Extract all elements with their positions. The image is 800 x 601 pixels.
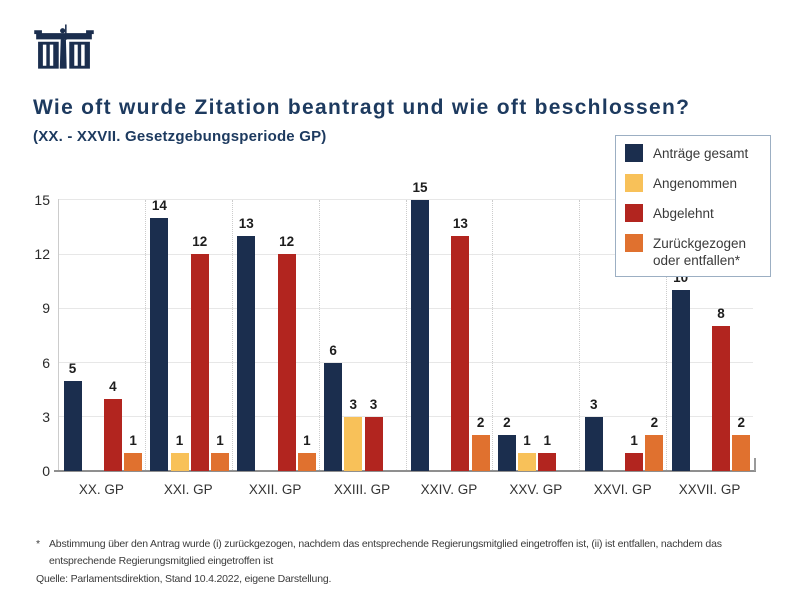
bar-value-label: 1: [630, 432, 638, 448]
x-axis-category-label: XXVII. GP: [678, 482, 741, 497]
bar-value-label: 5: [68, 360, 77, 376]
legend-label: Abgelehnt: [653, 205, 714, 221]
bar-navy: [497, 434, 516, 471]
bar-value-label: 6: [329, 342, 337, 358]
bar-red: [625, 452, 644, 471]
x-axis-category-label: XXIV. GP: [420, 482, 478, 497]
y-axis-label: 3: [42, 408, 50, 425]
group-separator-line: [492, 199, 494, 470]
bar-navy: [411, 199, 429, 471]
bar-value-label: 2: [650, 414, 659, 430]
group-separator-line: [144, 199, 146, 470]
legend-swatch-yellow-icon: [625, 174, 643, 192]
bar-red: [364, 416, 383, 471]
x-axis-category-label: XXII. GP: [248, 482, 302, 497]
legend-swatch-red-icon: [625, 204, 643, 222]
y-axis-label: 12: [34, 246, 50, 263]
bar-orange: [732, 434, 751, 471]
bar-value-label: 13: [238, 216, 254, 232]
legend-item-antraege-gesamt: Anträge gesamt: [625, 144, 762, 162]
bar-value-label: 4: [109, 378, 117, 394]
parliament-logo-icon: [34, 24, 94, 69]
legend-label: Anträge gesamt: [653, 145, 749, 161]
bar-yellow: [344, 416, 363, 471]
bar-value-label: 12: [279, 234, 295, 250]
bar-value-label: 2: [503, 414, 511, 430]
group-separator-line: [231, 199, 233, 470]
legend-label: Zurückgezogen oder entfallen*: [653, 235, 747, 268]
x-axis-category-label: XXIII. GP: [333, 482, 391, 497]
bar-value-label: 3: [349, 396, 358, 412]
bar-value-label: 14: [151, 198, 167, 214]
x-axis-category-label: XXVI. GP: [593, 482, 652, 497]
chart-subtitle: (XX. - XXVII. Gesetzgebungsperiode GP): [33, 128, 327, 145]
bar-navy: [150, 218, 169, 471]
y-axis-line: [58, 198, 59, 471]
bar-navy: [584, 416, 603, 471]
bar-yellow: [170, 452, 189, 471]
legend-swatch-orange-icon: [625, 234, 643, 252]
bar-value-label: 2: [476, 414, 485, 430]
bar-red: [712, 326, 731, 471]
bar-value-label: 1: [175, 432, 184, 448]
legend-item-zurueckgezogen: Zurückgezogen oder entfallen*: [625, 234, 762, 269]
bar-red: [538, 452, 557, 471]
x-axis-category-label: XXI. GP: [163, 482, 213, 497]
bar-value-label: 3: [589, 396, 598, 412]
bar-value-label: 1: [523, 432, 531, 448]
bar-orange: [471, 434, 490, 471]
x-axis-end-tick: [754, 458, 756, 471]
bar-red: [103, 398, 122, 471]
footnote-text: Abstimmung über den Antrag wurde (i) zur…: [49, 538, 722, 550]
source-note: Quelle: Parlamentsdirektion, Stand 10.4.…: [36, 573, 332, 585]
legend-item-abgelehnt: Abgelehnt: [625, 204, 762, 222]
bar-navy: [671, 290, 690, 471]
bar-yellow: [518, 452, 537, 471]
legend-swatch-navy-icon: [625, 144, 643, 162]
group-separator-line: [405, 199, 407, 470]
bar-value-label: 1: [129, 432, 137, 448]
bar-navy: [324, 362, 343, 471]
bar-orange: [297, 452, 316, 471]
legend-item-angenommen: Angenommen: [625, 174, 762, 192]
group-separator-line: [318, 199, 320, 470]
group-separator-line: [579, 199, 581, 470]
bar-value-label: 2: [737, 414, 745, 430]
bar-orange: [645, 434, 664, 471]
bar-value-label: 8: [717, 306, 725, 322]
footnote-asterisk: *: [36, 538, 40, 550]
bar-value-label: 12: [192, 234, 208, 250]
bar-navy: [63, 380, 82, 471]
group-separator-line: [666, 199, 668, 470]
bar-value-label: 13: [452, 216, 468, 232]
bar-orange: [124, 452, 143, 471]
bar-value-label: 1: [303, 432, 311, 448]
x-axis-category-label: XX. GP: [78, 482, 124, 497]
bar-value-label: 1: [543, 432, 552, 448]
bar-navy: [237, 236, 256, 471]
bar-red: [451, 236, 470, 471]
footnotes: * Abstimmung über den Antrag wurde (i) z…: [36, 536, 792, 588]
chart-legend: Anträge gesamt Angenommen Abgelehnt Zurü…: [615, 135, 771, 277]
y-axis-label: 0: [42, 463, 50, 479]
footnote-line-2: entsprechende Regierungsmitglied eingetr…: [49, 555, 274, 567]
bar-value-label: 3: [369, 396, 378, 412]
chart-title: Wie oft wurde Zitation beantragt und wie…: [33, 96, 691, 119]
bar-red: [190, 254, 209, 471]
bar-value-label: 15: [412, 179, 428, 195]
bar-red: [277, 254, 296, 471]
y-axis-label: 6: [42, 354, 50, 371]
x-axis-line: [54, 470, 756, 472]
bar-orange: [210, 452, 229, 471]
bar-value-label: 1: [216, 432, 224, 448]
legend-label: Angenommen: [653, 175, 738, 191]
footnote-line-1: * Abstimmung über den Antrag wurde (i) z…: [36, 536, 792, 553]
x-axis-category-label: XXV. GP: [509, 482, 563, 497]
y-axis-label: 15: [34, 191, 50, 208]
y-axis-label: 9: [42, 300, 50, 317]
